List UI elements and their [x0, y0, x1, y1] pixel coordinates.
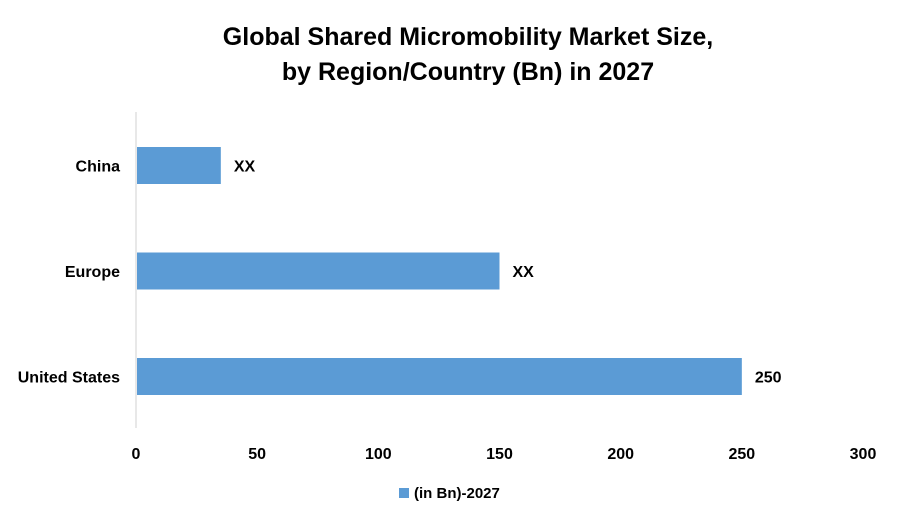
- chart-title-line-1: Global Shared Micromobility Market Size,: [223, 23, 713, 51]
- data-label: XX: [234, 159, 256, 176]
- chart-title-line-2: by Region/Country (Bn) in 2027: [282, 58, 654, 86]
- bar-europe: [137, 252, 500, 290]
- x-tick-label: 150: [486, 446, 513, 463]
- data-label: 250: [755, 370, 782, 387]
- category-label: United States: [18, 370, 120, 387]
- legend: (in Bn)-2027: [399, 485, 500, 502]
- category-label: China: [76, 159, 121, 176]
- bar-united-states: [137, 358, 742, 395]
- x-tick-label: 200: [607, 446, 634, 463]
- category-label: Europe: [65, 264, 120, 281]
- x-tick-label: 50: [248, 446, 266, 463]
- x-tick-label: 250: [728, 446, 755, 463]
- legend-label: (in Bn)-2027: [414, 485, 500, 502]
- bar-china: [137, 147, 221, 184]
- x-tick-label: 100: [365, 446, 392, 463]
- x-tick-label: 300: [850, 446, 877, 463]
- legend-swatch: [399, 488, 409, 498]
- x-tick-label: 0: [132, 446, 141, 463]
- data-label: XX: [513, 264, 535, 281]
